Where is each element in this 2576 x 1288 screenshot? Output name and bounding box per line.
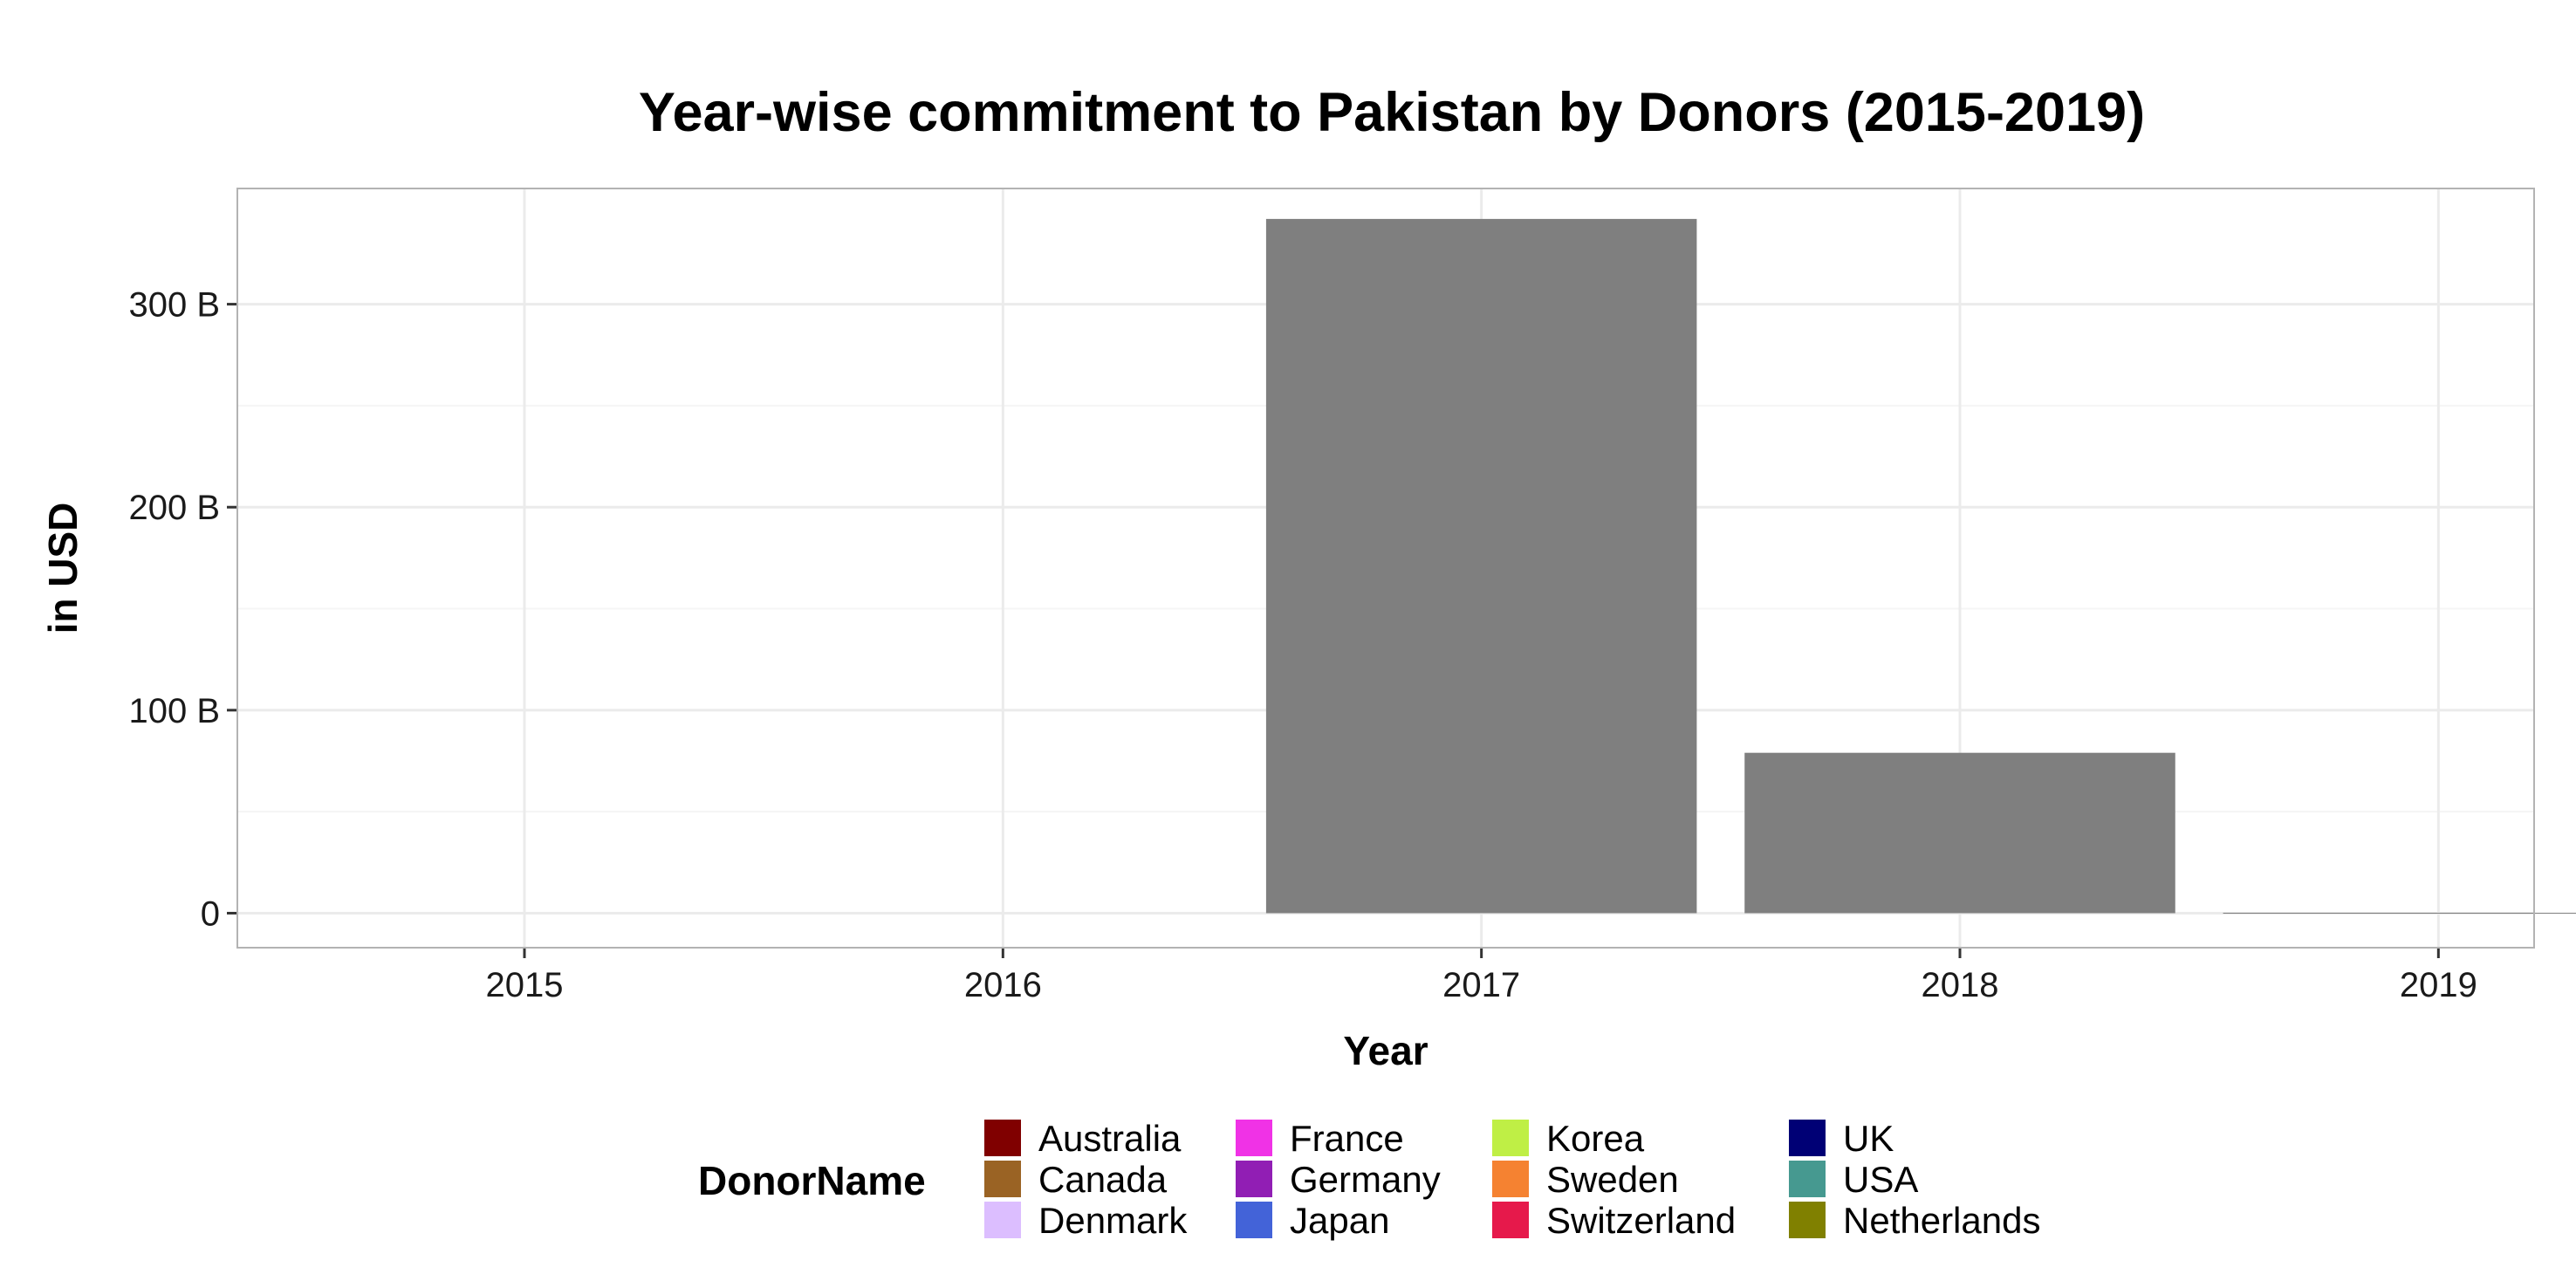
y-axis-title: in USD	[40, 503, 86, 634]
legend-label: Canada	[1038, 1159, 1168, 1200]
legend-swatch	[1236, 1161, 1272, 1197]
legend-label: Korea	[1546, 1118, 1645, 1159]
y-tick-label: 300 B	[128, 286, 220, 325]
legend-swatch	[1236, 1202, 1272, 1238]
legend-swatch	[984, 1161, 1021, 1197]
legend-title: DonorName	[698, 1158, 926, 1203]
bar-2018	[1744, 752, 2175, 914]
legend-label: Denmark	[1038, 1200, 1188, 1241]
legend-label: Germany	[1290, 1159, 1441, 1200]
legend-swatch	[1236, 1120, 1272, 1156]
x-tick-label: 2019	[2400, 966, 2477, 1004]
legend-label: USA	[1843, 1159, 1918, 1200]
legend-swatch	[1492, 1120, 1529, 1156]
legend-label: Netherlands	[1843, 1200, 2040, 1241]
bar-2017	[1265, 218, 1697, 914]
x-axis-title: Year	[1343, 1028, 1428, 1073]
y-tick-label: 0	[201, 894, 220, 933]
legend-swatch	[1789, 1120, 1826, 1156]
legend-swatch	[984, 1202, 1021, 1238]
y-tick-label: 100 B	[128, 692, 220, 730]
chart-title: Year-wise commitment to Pakistan by Dono…	[639, 82, 2145, 143]
legend-swatch	[1492, 1202, 1529, 1238]
x-tick-label: 2018	[1922, 966, 1999, 1004]
y-tick-label: 200 B	[128, 489, 220, 527]
x-tick-label: 2016	[964, 966, 1042, 1004]
legend-label: Switzerland	[1546, 1200, 1736, 1241]
legend-swatch	[1492, 1161, 1529, 1197]
legend-label: UK	[1843, 1118, 1894, 1159]
legend-swatch	[1789, 1202, 1826, 1238]
x-tick-label: 2015	[486, 966, 564, 1004]
bars	[1265, 218, 2576, 914]
legend-label: Japan	[1290, 1200, 1389, 1241]
legend-label: Australia	[1038, 1118, 1182, 1159]
y-axis: 0 100 B 200 B 300 B	[128, 286, 237, 933]
legend-swatch	[1789, 1161, 1826, 1197]
x-tick-label: 2017	[1442, 966, 1520, 1004]
legend-label: France	[1290, 1118, 1404, 1159]
legend-label: Sweden	[1546, 1159, 1679, 1200]
x-axis: 2015 2016 2017 2018 2019	[236, 188, 2535, 1004]
legend-swatch	[984, 1120, 1021, 1156]
bar-2019	[2223, 912, 2576, 914]
panel-border	[236, 188, 2535, 949]
